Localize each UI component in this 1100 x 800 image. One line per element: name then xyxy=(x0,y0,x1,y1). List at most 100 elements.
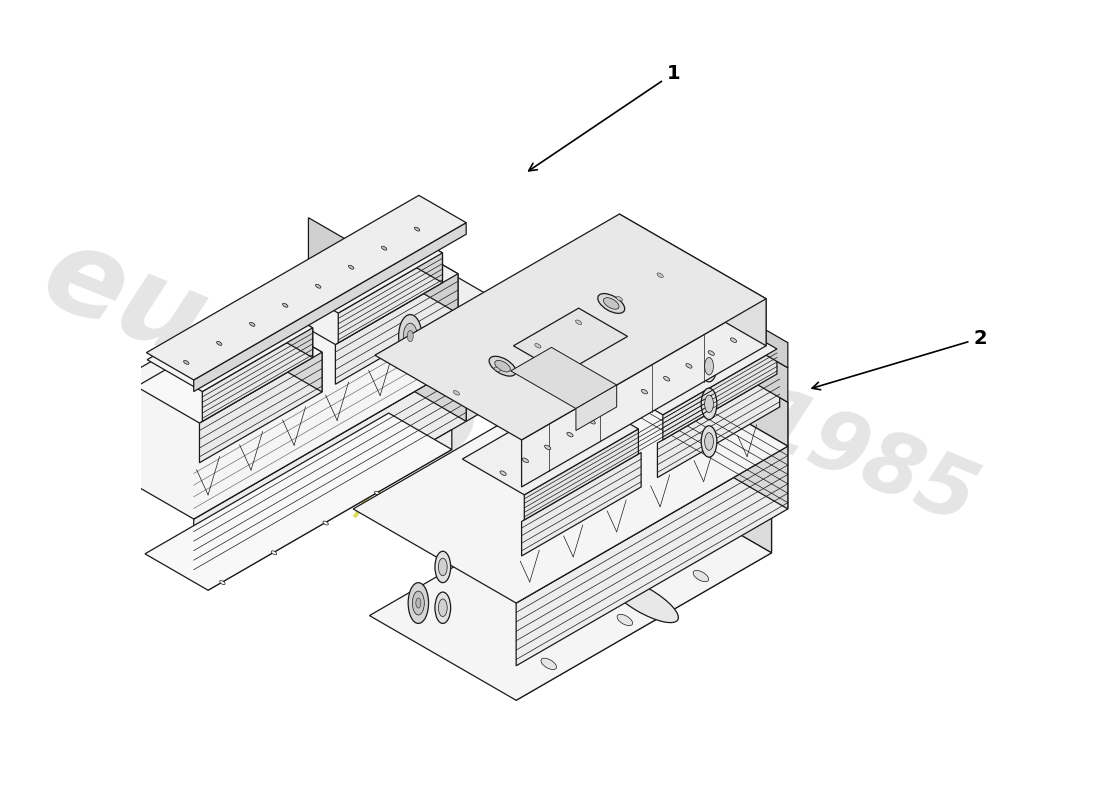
Polygon shape xyxy=(308,218,466,362)
Ellipse shape xyxy=(106,496,124,530)
Ellipse shape xyxy=(693,570,708,582)
Polygon shape xyxy=(370,468,771,700)
Ellipse shape xyxy=(616,297,623,301)
Polygon shape xyxy=(136,316,322,423)
Polygon shape xyxy=(663,349,777,440)
Ellipse shape xyxy=(250,322,255,326)
Polygon shape xyxy=(339,253,442,343)
Ellipse shape xyxy=(705,433,714,450)
Ellipse shape xyxy=(277,318,282,322)
Polygon shape xyxy=(258,316,322,392)
Ellipse shape xyxy=(220,581,225,585)
Ellipse shape xyxy=(416,598,421,608)
Ellipse shape xyxy=(566,432,573,437)
Ellipse shape xyxy=(708,350,714,355)
Polygon shape xyxy=(715,326,788,402)
Polygon shape xyxy=(525,429,638,520)
Ellipse shape xyxy=(685,363,692,368)
Ellipse shape xyxy=(597,294,625,314)
Ellipse shape xyxy=(229,343,238,350)
Polygon shape xyxy=(208,430,452,590)
Ellipse shape xyxy=(349,266,354,269)
Ellipse shape xyxy=(453,390,460,395)
Ellipse shape xyxy=(388,252,396,258)
Ellipse shape xyxy=(231,345,235,348)
Ellipse shape xyxy=(490,356,516,376)
Polygon shape xyxy=(719,303,788,368)
Ellipse shape xyxy=(407,330,414,342)
Polygon shape xyxy=(521,298,766,487)
Ellipse shape xyxy=(439,599,448,617)
Ellipse shape xyxy=(439,558,448,576)
Ellipse shape xyxy=(730,338,737,342)
Ellipse shape xyxy=(110,460,120,481)
Text: 1985: 1985 xyxy=(742,380,988,542)
Ellipse shape xyxy=(434,551,451,582)
Ellipse shape xyxy=(410,238,419,245)
Polygon shape xyxy=(147,296,312,391)
Ellipse shape xyxy=(365,265,373,271)
Ellipse shape xyxy=(415,227,420,231)
Ellipse shape xyxy=(701,350,717,382)
Ellipse shape xyxy=(657,273,663,278)
Polygon shape xyxy=(601,313,777,415)
Polygon shape xyxy=(619,214,766,346)
Text: 2: 2 xyxy=(812,329,987,390)
Ellipse shape xyxy=(217,342,222,346)
Ellipse shape xyxy=(412,591,425,615)
Polygon shape xyxy=(199,352,322,462)
Polygon shape xyxy=(516,446,788,666)
Polygon shape xyxy=(387,257,500,322)
Ellipse shape xyxy=(272,551,277,554)
Ellipse shape xyxy=(321,293,326,296)
Polygon shape xyxy=(194,309,466,519)
Polygon shape xyxy=(395,238,458,314)
Ellipse shape xyxy=(522,458,528,462)
Ellipse shape xyxy=(185,371,189,374)
Polygon shape xyxy=(516,509,771,700)
Ellipse shape xyxy=(408,582,429,623)
Polygon shape xyxy=(658,373,780,478)
Polygon shape xyxy=(273,238,458,345)
Polygon shape xyxy=(625,352,788,509)
Polygon shape xyxy=(375,214,766,440)
Ellipse shape xyxy=(366,266,372,270)
Polygon shape xyxy=(353,352,788,603)
Ellipse shape xyxy=(641,390,648,394)
Ellipse shape xyxy=(106,410,124,445)
Ellipse shape xyxy=(382,246,387,250)
Ellipse shape xyxy=(342,278,350,284)
Ellipse shape xyxy=(398,314,421,358)
Ellipse shape xyxy=(252,330,261,336)
Ellipse shape xyxy=(106,453,124,487)
Ellipse shape xyxy=(544,445,551,450)
Polygon shape xyxy=(625,424,771,553)
Ellipse shape xyxy=(705,395,714,413)
Ellipse shape xyxy=(283,303,288,307)
Ellipse shape xyxy=(549,562,560,570)
Ellipse shape xyxy=(183,370,191,376)
Ellipse shape xyxy=(412,240,417,243)
Ellipse shape xyxy=(617,614,632,626)
Polygon shape xyxy=(257,296,312,358)
Ellipse shape xyxy=(581,543,593,551)
Polygon shape xyxy=(36,270,466,519)
Polygon shape xyxy=(387,221,442,282)
Polygon shape xyxy=(283,221,442,313)
Ellipse shape xyxy=(275,317,283,323)
Polygon shape xyxy=(625,308,788,446)
Ellipse shape xyxy=(404,323,417,349)
Polygon shape xyxy=(146,195,466,380)
Ellipse shape xyxy=(323,521,328,525)
Polygon shape xyxy=(336,274,458,384)
Polygon shape xyxy=(194,362,466,578)
Polygon shape xyxy=(510,347,617,409)
Polygon shape xyxy=(145,413,452,590)
Ellipse shape xyxy=(375,491,379,495)
Ellipse shape xyxy=(495,361,510,372)
Polygon shape xyxy=(521,453,641,556)
Ellipse shape xyxy=(316,284,321,288)
Ellipse shape xyxy=(701,388,717,419)
Ellipse shape xyxy=(535,343,541,348)
Polygon shape xyxy=(194,222,466,391)
